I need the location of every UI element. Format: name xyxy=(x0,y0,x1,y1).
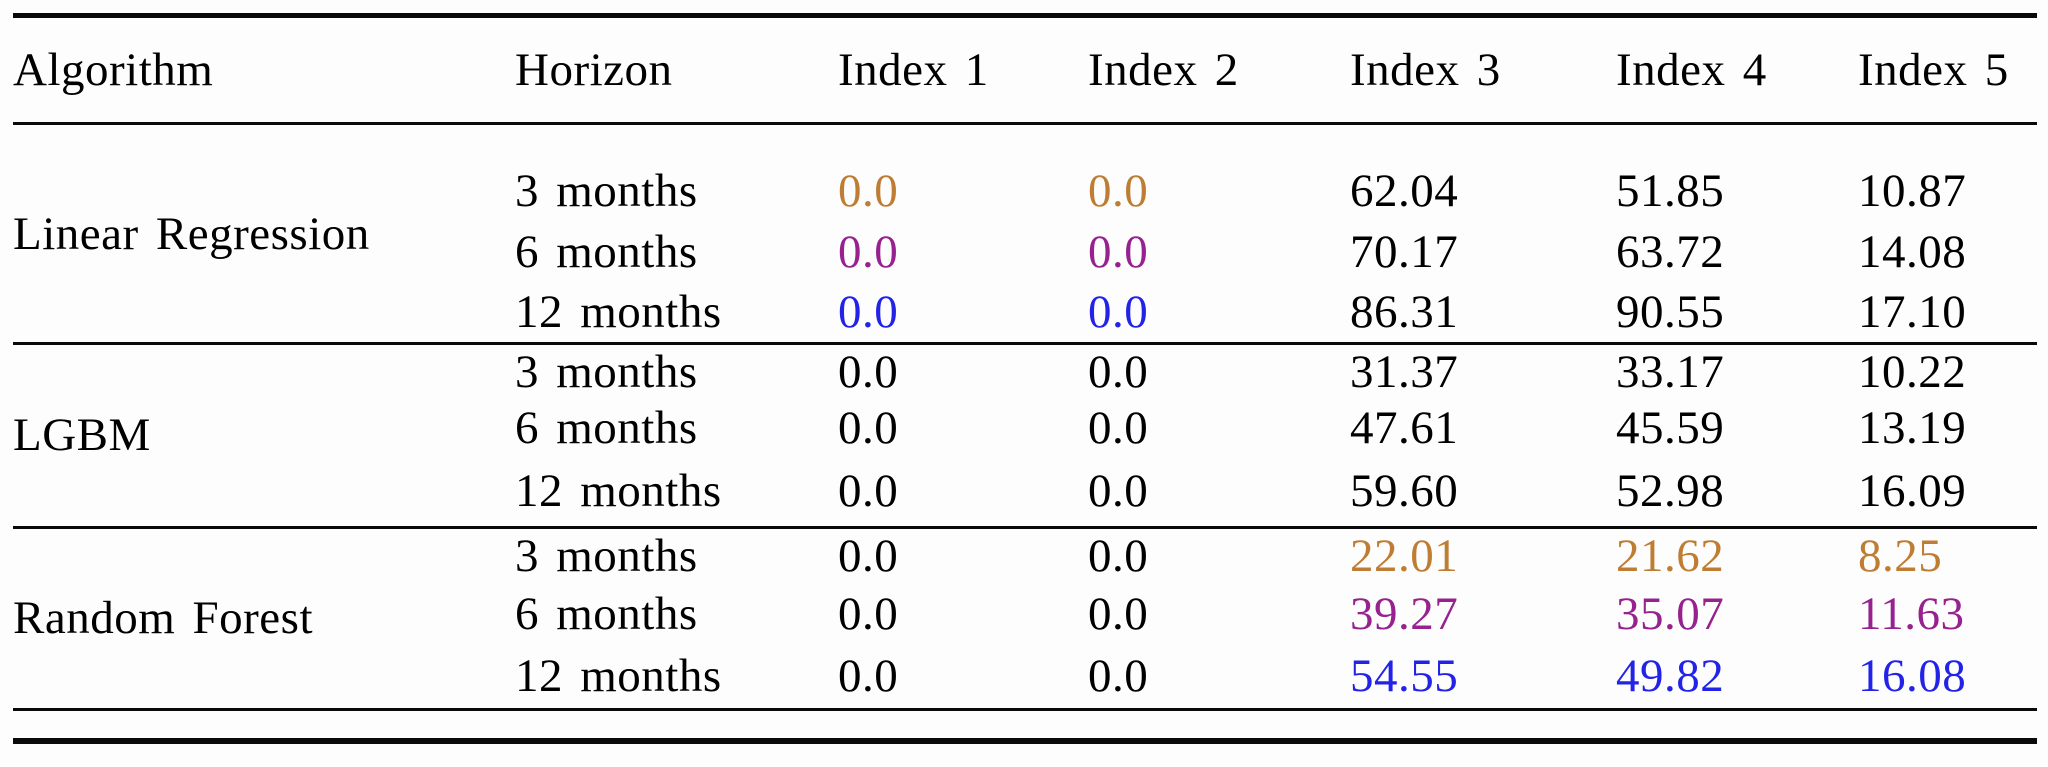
value-cell: 16.09 xyxy=(1858,465,1967,518)
bottom-thick-rule xyxy=(13,738,2037,744)
horizon-cell: 6 months xyxy=(515,226,698,278)
horizon-cell: 6 months xyxy=(515,587,698,640)
value-cell: 63.72 xyxy=(1616,226,1725,278)
value-cell: 47.61 xyxy=(1350,402,1459,454)
value-cell: 52.98 xyxy=(1616,465,1725,518)
table-row: 6 months 0.0 0.0 47.61 45.59 13.19 xyxy=(13,399,2037,457)
value-cell: 0.0 xyxy=(838,650,899,703)
table-row: 12 months 0.0 0.0 86.31 90.55 17.10 xyxy=(13,283,2037,344)
value-cell: 0.0 xyxy=(1088,286,1149,339)
value-cell: 0.0 xyxy=(1088,650,1149,703)
table-row: 6 months 0.0 0.0 39.27 35.07 11.63 xyxy=(13,583,2037,645)
value-cell: 0.0 xyxy=(1088,226,1149,278)
value-cell: 13.19 xyxy=(1858,402,1967,454)
horizon-cell: 3 months xyxy=(515,346,698,398)
horizon-cell: 12 months xyxy=(515,650,722,703)
value-cell: 16.08 xyxy=(1858,650,1967,703)
algorithm-cell: Random Forest xyxy=(13,592,314,645)
value-cell: 70.17 xyxy=(1350,226,1459,278)
value-cell: 59.60 xyxy=(1350,465,1459,518)
value-cell: 0.0 xyxy=(838,226,899,278)
table-row: 12 months 0.0 0.0 54.55 49.82 16.08 xyxy=(13,645,2037,710)
value-cell: 0.0 xyxy=(838,587,899,640)
value-cell: 0.0 xyxy=(838,529,899,582)
value-cell: 54.55 xyxy=(1350,650,1459,703)
algorithm-cell: LGBM xyxy=(13,409,151,462)
value-cell: 33.17 xyxy=(1616,346,1725,398)
table-row: Linear Regression 3 months 0.0 0.0 62.04… xyxy=(13,124,2037,259)
value-cell: 10.22 xyxy=(1858,346,1967,398)
column-header-index-5: Index 5 xyxy=(1858,44,2009,96)
value-cell: 22.01 xyxy=(1350,529,1459,582)
value-cell: 31.37 xyxy=(1350,346,1459,398)
column-header-index-2: Index 2 xyxy=(1088,44,1239,96)
table-row: Random Forest 3 months 0.0 0.0 22.01 21.… xyxy=(13,527,2037,645)
group-lgbm: LGBM 3 months 0.0 0.0 31.37 33.17 10.22 … xyxy=(13,343,2037,528)
value-cell: 39.27 xyxy=(1350,587,1459,640)
value-cell: 0.0 xyxy=(1088,165,1149,218)
algorithm-cell: Linear Regression xyxy=(13,207,370,260)
column-header-horizon: Horizon xyxy=(515,44,673,96)
table-header: Algorithm Horizon Index 1 Index 2 Index … xyxy=(13,16,2037,124)
value-cell: 0.0 xyxy=(1088,346,1149,398)
value-cell: 0.0 xyxy=(1088,529,1149,582)
table-row: 12 months 0.0 0.0 59.60 52.98 16.09 xyxy=(13,457,2037,527)
value-cell: 86.31 xyxy=(1350,286,1459,339)
value-cell: 62.04 xyxy=(1350,165,1459,218)
value-cell: 0.0 xyxy=(838,346,899,398)
value-cell: 21.62 xyxy=(1616,529,1725,582)
value-cell: 0.0 xyxy=(838,286,899,339)
horizon-cell: 12 months xyxy=(515,465,722,518)
horizon-cell: 12 months xyxy=(515,286,722,339)
horizon-cell: 6 months xyxy=(515,402,698,454)
value-cell: 10.87 xyxy=(1858,165,1967,218)
value-cell: 0.0 xyxy=(838,165,899,218)
value-cell: 17.10 xyxy=(1858,286,1967,339)
value-cell: 45.59 xyxy=(1616,402,1725,454)
column-header-algorithm: Algorithm xyxy=(13,44,214,96)
group-random-forest: Random Forest 3 months 0.0 0.0 22.01 21.… xyxy=(13,527,2037,710)
horizon-cell: 3 months xyxy=(515,165,698,218)
value-cell: 51.85 xyxy=(1616,165,1725,218)
value-cell: 0.0 xyxy=(838,465,899,518)
header-row: Algorithm Horizon Index 1 Index 2 Index … xyxy=(13,16,2037,124)
column-header-index-3: Index 3 xyxy=(1350,44,1501,96)
horizon-cell: 3 months xyxy=(515,529,698,582)
group-linear-regression: Linear Regression 3 months 0.0 0.0 62.04… xyxy=(13,123,2037,344)
value-cell: 49.82 xyxy=(1616,650,1725,703)
value-cell: 8.25 xyxy=(1858,529,1943,582)
results-table: Algorithm Horizon Index 1 Index 2 Index … xyxy=(13,13,2037,711)
value-cell: 35.07 xyxy=(1616,587,1725,640)
value-cell: 90.55 xyxy=(1616,286,1725,339)
value-cell: 0.0 xyxy=(1088,402,1149,454)
table-row: 6 months 0.0 0.0 70.17 63.72 14.08 xyxy=(13,222,2037,283)
value-cell: 14.08 xyxy=(1858,226,1967,278)
table-row: LGBM 3 months 0.0 0.0 31.37 33.17 10.22 xyxy=(13,344,2037,461)
value-cell: 0.0 xyxy=(1088,587,1149,640)
value-cell: 0.0 xyxy=(838,402,899,454)
value-cell: 0.0 xyxy=(1088,465,1149,518)
value-cell: 11.63 xyxy=(1858,587,1965,640)
column-header-index-1: Index 1 xyxy=(838,44,989,96)
column-header-index-4: Index 4 xyxy=(1616,44,1767,96)
